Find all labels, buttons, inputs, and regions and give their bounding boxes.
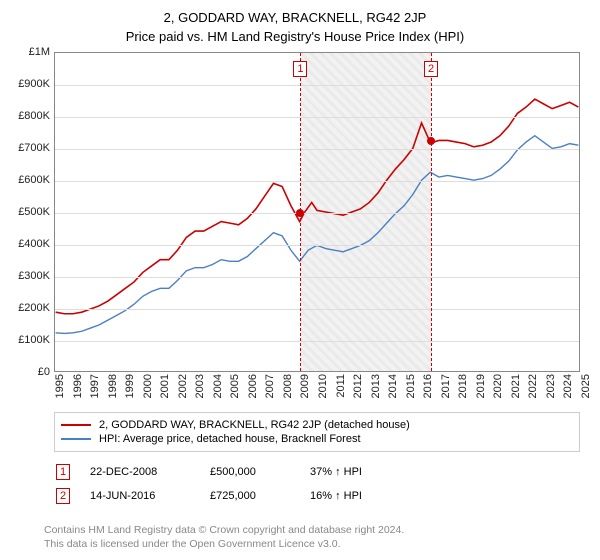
y-tick-label: £600K <box>18 174 50 186</box>
x-axis: 1995 1996 1997 1998 1999 2000 2001 2002 2003 2004… <box>54 372 580 402</box>
x-tick-label: 2020 <box>492 374 504 398</box>
gridline-h <box>55 309 579 310</box>
x-tick-label: 2014 <box>387 374 399 398</box>
event-table-row-1: 1 22-DEC-2008 £500,000 37% ↑ HPI <box>54 464 580 480</box>
x-tick-label: 1999 <box>124 374 136 398</box>
x-tick-label: 2001 <box>159 374 171 398</box>
gridline-h <box>55 181 579 182</box>
gridline-h <box>55 341 579 342</box>
y-tick-label: £900K <box>18 78 50 90</box>
x-tick-label: 2007 <box>264 374 276 398</box>
x-tick-label: 2015 <box>405 374 417 398</box>
y-tick-label: £200K <box>18 302 50 314</box>
footer-attribution: Contains HM Land Registry data © Crown c… <box>44 523 404 552</box>
gridline-h <box>55 277 579 278</box>
series-line-property_price <box>56 99 579 314</box>
x-tick-label: 2019 <box>475 374 487 398</box>
x-tick-label: 2013 <box>370 374 382 398</box>
legend-swatch-2 <box>61 438 91 440</box>
x-tick-label: 2017 <box>440 374 452 398</box>
event-dot <box>427 137 435 145</box>
event-badge-1: 1 <box>56 464 70 480</box>
y-tick-label: £500K <box>18 206 50 218</box>
series-svg <box>55 53 579 371</box>
chart-title: 2, GODDARD WAY, BRACKNELL, RG42 2JP <box>10 10 580 25</box>
y-tick-label: £400K <box>18 238 50 250</box>
x-tick-label: 2012 <box>352 374 364 398</box>
y-tick-label: £100K <box>18 334 50 346</box>
event-date-2: 14-JUN-2016 <box>90 490 190 502</box>
event-date-1: 22-DEC-2008 <box>90 466 190 478</box>
footer-line-2: This data is licensed under the Open Gov… <box>44 537 404 552</box>
y-axis: £0£100K£200K£300K£400K£500K£600K£700K£80… <box>10 52 54 372</box>
event-line <box>431 53 432 371</box>
x-tick-label: 2016 <box>422 374 434 398</box>
x-tick-label: 2025 <box>580 374 592 398</box>
gridline-h <box>55 85 579 86</box>
legend-label-1: 2, GODDARD WAY, BRACKNELL, RG42 2JP (det… <box>99 419 410 431</box>
y-tick-label: £300K <box>18 270 50 282</box>
event-table: 1 22-DEC-2008 £500,000 37% ↑ HPI 2 14-JU… <box>54 464 580 504</box>
gridline-h <box>55 245 579 246</box>
event-marker-badge: 1 <box>293 61 307 77</box>
gridline-h <box>55 149 579 150</box>
x-tick-label: 2018 <box>457 374 469 398</box>
x-tick-label: 2010 <box>317 374 329 398</box>
event-dot <box>296 209 304 217</box>
y-tick-label: £1M <box>29 46 50 58</box>
y-tick-label: £700K <box>18 142 50 154</box>
x-tick-label: 2002 <box>177 374 189 398</box>
chart-container: 2, GODDARD WAY, BRACKNELL, RG42 2JP Pric… <box>0 0 600 560</box>
x-tick-label: 2011 <box>335 374 347 398</box>
chart-wrap: £0 £100K £200K £300K £400K £500K £600K £700K £80… <box>10 52 580 402</box>
event-badge-2: 2 <box>56 488 70 504</box>
x-tick-label: 2022 <box>527 374 539 398</box>
x-tick-label: 1997 <box>89 374 101 398</box>
legend-row-1: 2, GODDARD WAY, BRACKNELL, RG42 2JP (det… <box>61 419 573 431</box>
x-tick-label: 2000 <box>142 374 154 398</box>
x-tick-label: 2008 <box>282 374 294 398</box>
x-tick-label: 1996 <box>72 374 84 398</box>
legend-row-2: HPI: Average price, detached house, Brac… <box>61 433 573 445</box>
y-tick-label: £0 <box>38 366 50 378</box>
event-pct-2: 16% ↑ HPI <box>310 490 400 502</box>
x-tick-label: 2004 <box>212 374 224 398</box>
series-line-hpi <box>56 136 579 334</box>
x-tick-label: 1998 <box>107 374 119 398</box>
event-table-row-2: 2 14-JUN-2016 £725,000 16% ↑ HPI <box>54 488 580 504</box>
event-marker-badge: 2 <box>424 61 438 77</box>
legend-swatch-1 <box>61 424 91 426</box>
gridline-h <box>55 117 579 118</box>
x-tick-label: 2003 <box>194 374 206 398</box>
legend-label-2: HPI: Average price, detached house, Brac… <box>99 433 361 445</box>
plot-area: 12 <box>54 52 580 372</box>
gridline-h <box>55 213 579 214</box>
legend-frame: 2, GODDARD WAY, BRACKNELL, RG42 2JP (det… <box>54 412 580 452</box>
legend-box: 2, GODDARD WAY, BRACKNELL, RG42 2JP (det… <box>54 412 580 512</box>
x-tick-label: 2023 <box>545 374 557 398</box>
event-price-1: £500,000 <box>210 466 290 478</box>
chart-subtitle: Price paid vs. HM Land Registry's House … <box>10 29 580 44</box>
footer-line-1: Contains HM Land Registry data © Crown c… <box>44 523 404 538</box>
x-tick-label: 1995 <box>54 374 66 398</box>
event-price-2: £725,000 <box>210 490 290 502</box>
x-tick-label: 2024 <box>562 374 574 398</box>
event-pct-1: 37% ↑ HPI <box>310 466 400 478</box>
x-tick-label: 2006 <box>247 374 259 398</box>
x-tick-label: 2005 <box>229 374 241 398</box>
y-tick-label: £800K <box>18 110 50 122</box>
x-tick-label: 2021 <box>510 374 522 398</box>
x-tick-label: 2009 <box>299 374 311 398</box>
